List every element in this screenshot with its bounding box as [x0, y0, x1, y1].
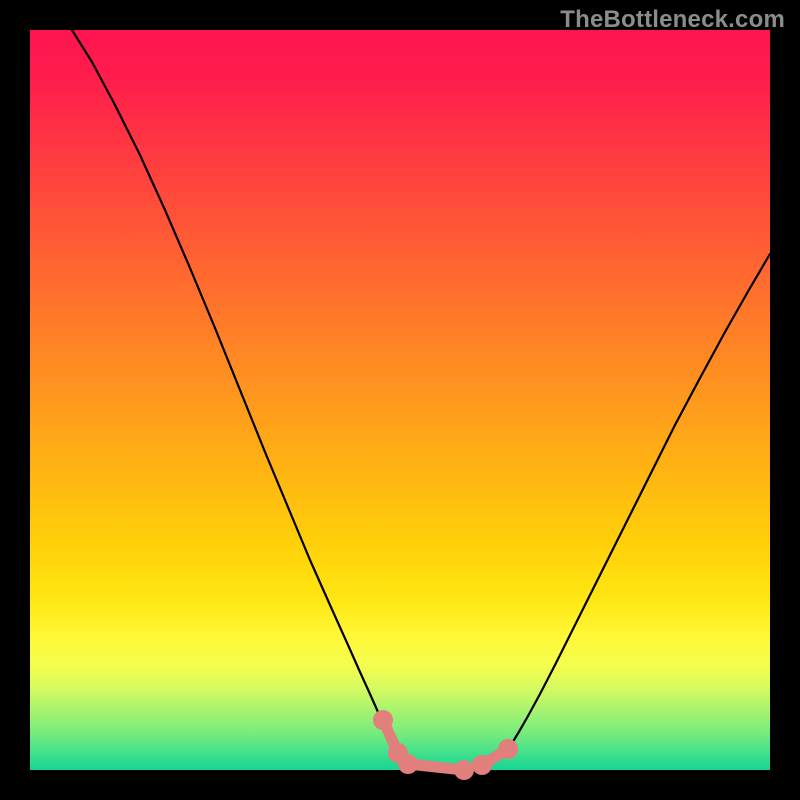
marker-0: [373, 710, 408, 763]
bottleneck-curve: [72, 30, 770, 770]
chart-frame: TheBottleneck.com: [0, 0, 800, 800]
chart-overlay: [0, 0, 800, 800]
marker-1: [398, 754, 474, 780]
marker-2: [472, 739, 518, 775]
